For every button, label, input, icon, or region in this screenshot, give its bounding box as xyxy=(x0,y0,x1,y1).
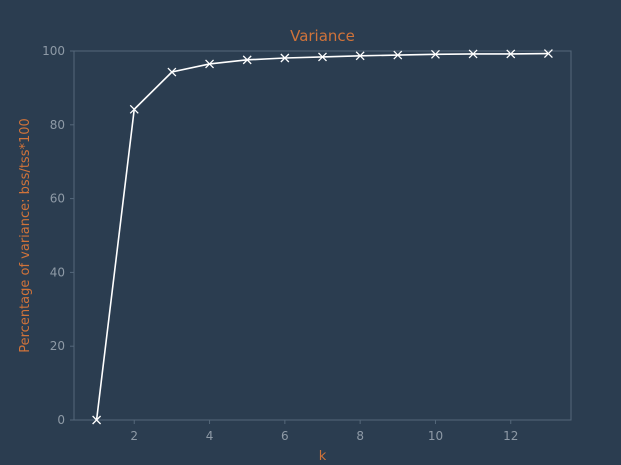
data-point-marker xyxy=(506,49,516,59)
chart-title: Variance xyxy=(290,27,355,45)
x-tick-label: 6 xyxy=(281,429,289,443)
data-point-marker xyxy=(205,59,215,69)
x-tick-label: 10 xyxy=(428,429,443,443)
data-point-marker xyxy=(468,49,478,59)
axis-ticks: 2 4 6 8 10 12 0 20 40 60 80 100 xyxy=(42,44,518,443)
series-line xyxy=(95,52,549,421)
x-tick-label: 4 xyxy=(206,429,214,443)
plot-area xyxy=(73,50,572,421)
data-point-marker xyxy=(129,104,139,114)
data-point-marker xyxy=(543,49,553,59)
x-tick-label: 8 xyxy=(356,429,364,443)
y-tick-label: 60 xyxy=(50,192,65,206)
x-axis-title: k xyxy=(319,449,327,464)
y-tick-label: 20 xyxy=(50,339,65,353)
data-point-marker xyxy=(167,67,177,77)
series-layer xyxy=(92,49,553,425)
y-tick-label: 100 xyxy=(42,44,65,58)
data-point-marker xyxy=(430,49,440,59)
x-tick-label: 12 xyxy=(503,429,518,443)
y-tick-label: 80 xyxy=(50,118,65,132)
y-axis-title: Percentage of variance: bss/tss*100 xyxy=(18,118,33,353)
data-point-marker xyxy=(355,51,365,61)
data-point-marker xyxy=(393,50,403,60)
y-tick-label: 40 xyxy=(50,265,65,279)
data-point-marker xyxy=(242,55,252,65)
x-tick-label: 2 xyxy=(130,429,138,443)
data-point-marker xyxy=(318,52,327,62)
y-tick-label: 0 xyxy=(57,413,65,427)
data-point-marker xyxy=(280,53,290,63)
data-point-marker xyxy=(92,415,102,425)
